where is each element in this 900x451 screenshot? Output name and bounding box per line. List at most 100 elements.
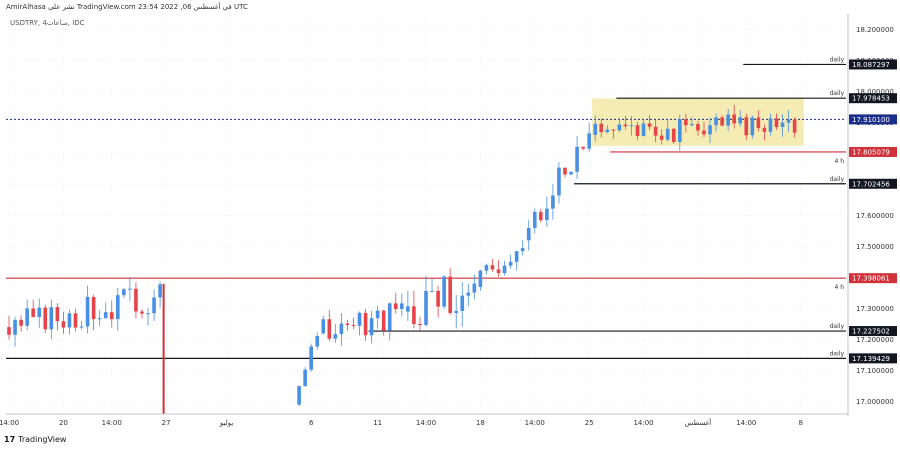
candle-body	[720, 117, 724, 126]
candle-body	[617, 124, 622, 131]
candle-body	[496, 269, 501, 274]
candle-body	[91, 296, 96, 320]
candle-body	[393, 303, 398, 309]
brand-name: TradingView	[18, 435, 67, 444]
x-tick-label: 27	[162, 419, 171, 427]
x-tick-label: 6	[309, 419, 314, 427]
candle-body	[73, 313, 78, 328]
candle-body	[424, 290, 428, 325]
level-timeframe-tag: daily	[830, 176, 845, 183]
x-tick-label: 20	[59, 419, 68, 427]
candle-body	[478, 270, 483, 287]
x-tick-label: 18	[476, 419, 485, 427]
x-tick-label: 14:00	[736, 419, 756, 427]
x-tick-label: 14:00	[0, 419, 19, 427]
y-tick-label: 18.000000	[856, 88, 894, 96]
candle-body	[448, 276, 452, 313]
candle-body	[436, 290, 440, 307]
candle-body	[629, 125, 634, 127]
candle-body	[430, 290, 434, 292]
candle-body	[635, 125, 640, 137]
candle-body	[363, 312, 368, 336]
level-price-label: 17.227502	[852, 328, 890, 336]
candle-body	[369, 318, 374, 336]
candle-body	[400, 303, 404, 309]
level-price-label: 17.978453	[852, 95, 890, 103]
candle-body	[79, 326, 84, 328]
candle-body	[345, 323, 350, 326]
candle-body	[140, 311, 144, 314]
x-tick-label: 14:00	[102, 419, 122, 427]
candle-body	[158, 284, 162, 298]
candle-body	[43, 307, 48, 330]
candle-body	[19, 319, 23, 326]
candle-body	[303, 369, 307, 387]
candle-body	[514, 251, 519, 262]
level-timeframe-tag: daily	[830, 56, 845, 63]
level-price-label: 17.398061	[852, 275, 890, 283]
candle-body	[611, 129, 616, 131]
candle-body	[387, 303, 392, 331]
candle-body	[502, 265, 507, 274]
level-timeframe-tag: 4 h	[834, 158, 844, 165]
candle-body	[442, 276, 446, 307]
candle-body	[152, 297, 156, 314]
y-tick-label: 17.600000	[856, 212, 894, 220]
candle-body	[780, 122, 785, 127]
candle-body	[684, 119, 688, 126]
x-tick-label: 8	[798, 419, 802, 427]
candle-body	[696, 124, 700, 131]
level-price-tag	[849, 146, 897, 157]
candle-body	[774, 118, 779, 127]
candle-body	[762, 128, 767, 132]
candle-body	[539, 211, 543, 221]
candle-body	[472, 283, 477, 293]
candle-body	[484, 265, 489, 271]
candle-body	[327, 319, 332, 339]
candle-body	[454, 310, 459, 313]
candle-body	[25, 308, 29, 326]
candle-body	[406, 306, 410, 312]
candle-body	[61, 321, 66, 328]
candle-body	[412, 306, 416, 325]
level-price-tag	[849, 114, 897, 125]
candle-body	[109, 312, 114, 320]
candle-body	[738, 117, 743, 124]
level-price-tag	[849, 326, 897, 337]
candle-body	[593, 123, 598, 135]
candle-body	[309, 346, 313, 370]
candle-body	[460, 295, 465, 311]
candles	[7, 105, 797, 414]
candle-body	[520, 248, 525, 252]
publish-caption: AmirAlhasa نشر على TradingView.com في أغ…	[6, 3, 248, 11]
y-tick-label: 17.300000	[856, 305, 894, 313]
level-price-label: 18.087297	[852, 61, 890, 69]
candle-body	[563, 167, 567, 175]
tradingview-brand: 17 TradingView	[4, 435, 66, 444]
candle-body	[702, 130, 706, 135]
candle-body	[768, 118, 773, 132]
candle-body	[122, 289, 126, 296]
x-tick-label: 14:00	[416, 419, 436, 427]
candle-body	[490, 265, 495, 270]
candle-body	[750, 117, 755, 136]
candle-body	[732, 114, 737, 124]
y-tick-label: 18.200000	[856, 26, 894, 34]
candle-body	[418, 324, 422, 326]
candle-body	[605, 129, 610, 133]
candle-body	[115, 295, 120, 320]
y-tick-label: 17.200000	[856, 336, 894, 344]
candle-body	[339, 323, 344, 335]
level-timeframe-tag: daily	[830, 350, 845, 357]
level-labels: 18.087297 daily 17.978453 daily 17.910100 17.…	[830, 56, 897, 364]
candle-body	[708, 125, 712, 135]
candle-body	[85, 296, 90, 327]
level-lines	[6, 63, 846, 359]
candle-body	[587, 133, 591, 149]
candle-body	[526, 227, 531, 241]
candle-body	[31, 308, 36, 318]
candle-body	[581, 146, 585, 149]
y-tick-label: 17.000000	[856, 398, 894, 406]
candle-body	[128, 288, 132, 290]
